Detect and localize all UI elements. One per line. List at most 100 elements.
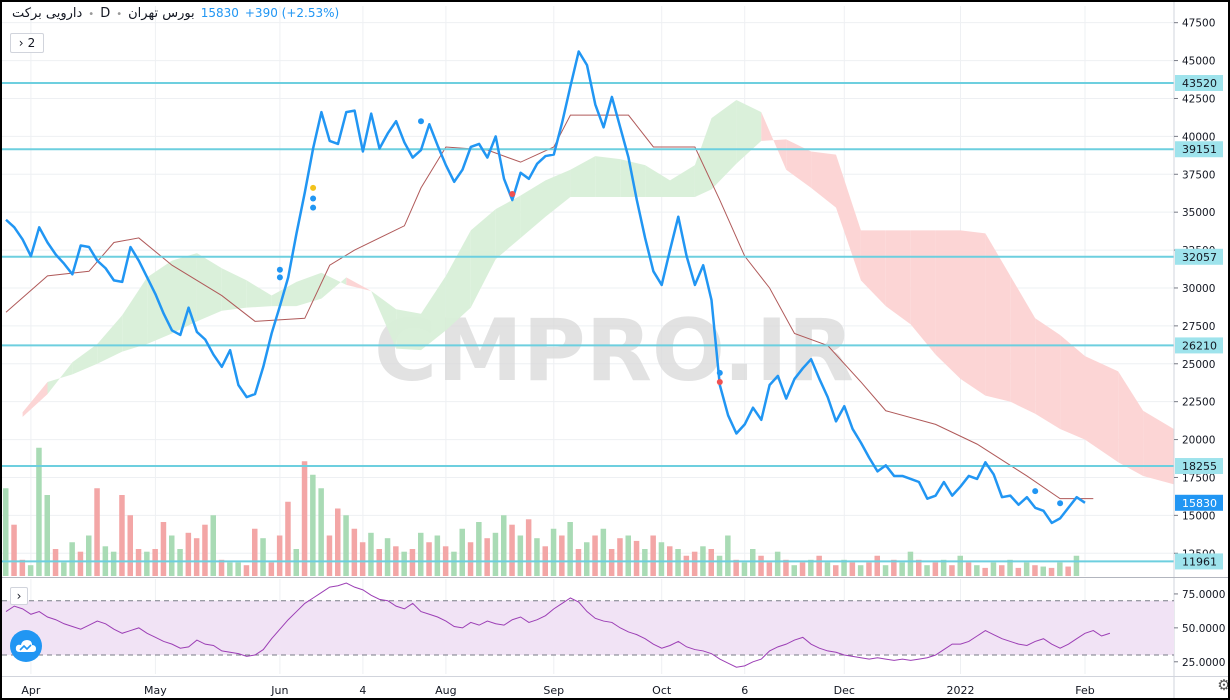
price-line <box>5 50 1086 525</box>
volume-bar <box>617 538 623 576</box>
volume-bar <box>907 551 914 576</box>
price-label-text: 15830 <box>1182 497 1217 510</box>
volume-bar <box>476 522 482 576</box>
x-axis-label: Sep <box>543 684 564 697</box>
kumo-segment <box>221 268 247 311</box>
volume-bar <box>492 532 499 576</box>
rsi-y-tick-label: 50.0000 <box>1182 623 1225 635</box>
volume-bar <box>252 528 258 576</box>
volume-bar <box>52 549 59 576</box>
kumo-segment <box>421 275 446 351</box>
volume-bar <box>534 538 540 576</box>
volume-bar <box>874 555 880 576</box>
x-axis-label: 6 <box>741 684 748 697</box>
volume-bar <box>351 528 358 576</box>
volume-bar <box>725 535 731 576</box>
last-price-label: 15830 <box>1175 494 1223 511</box>
rsi-line <box>5 582 1111 668</box>
signal-marker <box>1032 488 1039 495</box>
volume-bar <box>899 562 905 576</box>
volume-bar <box>733 559 739 576</box>
kumo-segment <box>495 195 521 260</box>
volume-bar <box>882 565 889 576</box>
volume-bar <box>517 535 524 576</box>
volume-bar <box>766 562 773 576</box>
kumo-segment <box>836 154 861 281</box>
kumo-segment <box>860 230 886 307</box>
volume-bar <box>185 532 192 576</box>
kumo-segment <box>786 139 812 188</box>
price-label-box <box>1175 75 1223 92</box>
timeframe[interactable]: D <box>100 6 111 21</box>
volume-bar <box>409 549 416 576</box>
volume-bar <box>293 549 299 576</box>
x-axis-label: May <box>144 684 167 697</box>
volume-bar <box>368 532 374 576</box>
rsi-legend-toggle[interactable]: › <box>10 587 28 605</box>
level-price-label: 26210 <box>1175 337 1223 354</box>
signal-marker <box>716 369 723 376</box>
volume-bar <box>774 551 781 576</box>
symbol-name[interactable]: دارویی برکت <box>12 6 83 21</box>
price-label-box <box>1175 141 1223 158</box>
kumo-segment <box>570 156 596 198</box>
volume-bar <box>1007 559 1013 576</box>
volume-bar <box>999 565 1005 576</box>
y-tick-label: 15000 <box>1182 510 1215 522</box>
volume-bar <box>135 549 142 576</box>
kumo-segment <box>445 230 471 331</box>
volume-bar <box>841 559 847 576</box>
y-tick-label: 22500 <box>1182 397 1215 409</box>
kumo-segment <box>670 165 695 198</box>
y-tick-label: 17500 <box>1182 472 1215 484</box>
volume-bar <box>974 565 980 576</box>
separator-dot: • <box>116 9 123 20</box>
volume-bar <box>965 562 972 576</box>
volume-bar <box>592 535 598 576</box>
kumo-segment <box>122 277 148 352</box>
volume-bar <box>957 555 963 576</box>
volume-bar <box>418 532 424 576</box>
volume-bar <box>584 542 590 576</box>
volume-bar <box>525 519 532 576</box>
y-tick-label: 37500 <box>1182 169 1215 181</box>
volume-bar <box>276 535 283 576</box>
volume-bar <box>343 515 349 576</box>
volume-bar <box>218 559 225 576</box>
cloud-icon <box>15 640 36 652</box>
kijun-line <box>5 114 1094 500</box>
rsi-y-tick-label: 25.0000 <box>1182 657 1225 669</box>
level-price-label: 32057 <box>1175 248 1223 265</box>
price-label-text: 18255 <box>1182 460 1217 473</box>
volume-bar <box>857 565 864 576</box>
kumo-segment <box>296 272 322 307</box>
signal-marker <box>276 266 283 273</box>
volume-bar <box>94 488 100 576</box>
signal-marker <box>1057 500 1064 507</box>
y-tick-label: 27500 <box>1182 321 1215 333</box>
kumo-segment <box>1143 410 1174 485</box>
volume-bar <box>940 559 947 576</box>
kumo-segment <box>470 209 496 308</box>
level-price-label: 18255 <box>1175 458 1223 475</box>
signal-marker <box>310 204 317 211</box>
level-price-label: 39151 <box>1175 141 1223 158</box>
volume-bar <box>932 562 939 576</box>
y-tick-label: 40000 <box>1182 131 1215 143</box>
volume-bar <box>750 549 756 576</box>
kumo-segment <box>1085 356 1119 463</box>
settings-gear-icon[interactable]: ⚙ <box>1217 676 1230 694</box>
chevron-right-icon: › <box>16 589 22 603</box>
cloud-logo-icon[interactable] <box>10 630 42 662</box>
price-label-text: 32057 <box>1182 251 1217 264</box>
volume-bar <box>559 535 565 576</box>
signal-marker <box>310 184 317 191</box>
volume-bar <box>451 551 457 576</box>
volume-bar <box>799 562 806 576</box>
volume-bar <box>866 562 872 576</box>
indicator-count: 2 <box>27 36 36 50</box>
indicator-legend-toggle[interactable]: › 2 <box>10 33 44 53</box>
signal-marker <box>716 378 723 385</box>
